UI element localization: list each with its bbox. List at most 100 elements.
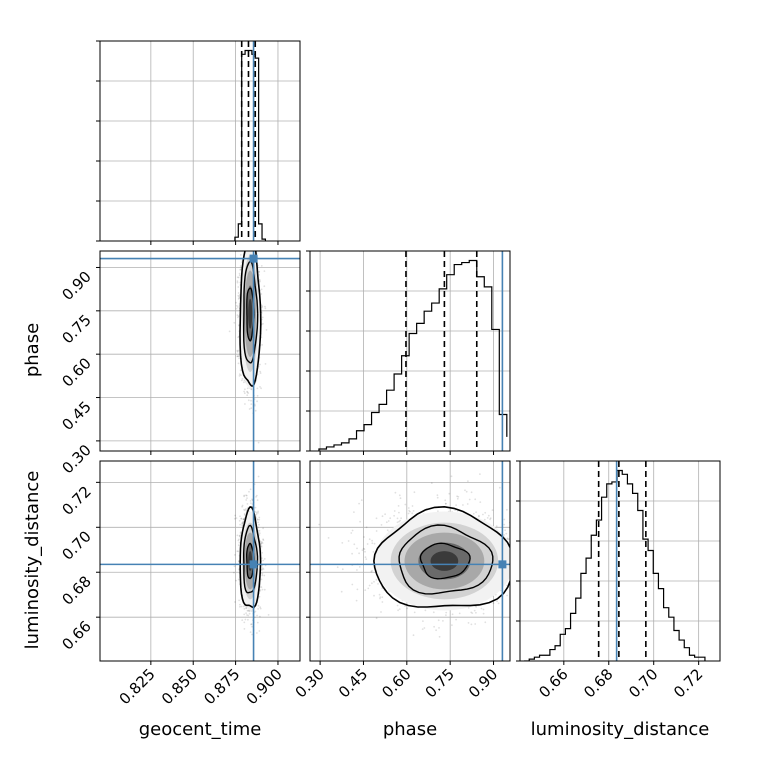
sample-point bbox=[250, 502, 252, 504]
sample-point bbox=[237, 298, 240, 300]
sample-point bbox=[358, 566, 361, 568]
sample-point bbox=[437, 619, 440, 622]
sample-point bbox=[534, 509, 536, 511]
sample-point bbox=[244, 388, 246, 391]
sample-point bbox=[238, 274, 241, 277]
sample-point bbox=[260, 557, 263, 560]
sample-point bbox=[239, 534, 242, 537]
sample-point bbox=[264, 307, 267, 310]
sample-point bbox=[455, 618, 457, 621]
sample-point bbox=[246, 497, 248, 499]
sample-point bbox=[239, 531, 242, 534]
sample-point bbox=[263, 588, 266, 591]
sample-point bbox=[249, 245, 251, 247]
sample-point bbox=[257, 510, 259, 513]
sample-point bbox=[251, 244, 253, 246]
x-tick-label: 0.68 bbox=[580, 665, 616, 701]
sample-point bbox=[448, 492, 451, 495]
sample-point bbox=[474, 498, 477, 501]
sample-point bbox=[257, 604, 260, 607]
sample-point bbox=[250, 399, 252, 402]
sample-point bbox=[351, 552, 353, 555]
sample-point bbox=[241, 505, 244, 508]
sample-point bbox=[261, 574, 264, 577]
x-tick-label: 0.900 bbox=[243, 665, 286, 708]
sample-point bbox=[245, 244, 247, 246]
sample-point bbox=[406, 607, 409, 610]
sample-point bbox=[356, 569, 358, 571]
sample-point bbox=[475, 511, 477, 514]
sample-point bbox=[478, 514, 480, 517]
sample-point bbox=[557, 569, 559, 571]
sample-point bbox=[238, 357, 241, 360]
sample-point bbox=[259, 615, 261, 618]
sample-point bbox=[412, 634, 415, 637]
sample-point bbox=[256, 400, 258, 403]
sample-point bbox=[260, 578, 263, 581]
sample-point bbox=[259, 589, 262, 592]
sample-point bbox=[505, 532, 508, 535]
sample-point bbox=[248, 610, 251, 612]
sample-point bbox=[394, 491, 397, 494]
sample-point bbox=[246, 230, 248, 232]
sample-point bbox=[512, 576, 514, 578]
sample-point bbox=[267, 614, 270, 616]
sample-point bbox=[257, 441, 260, 444]
sample-point bbox=[484, 511, 487, 514]
x-tick-label: 0.60 bbox=[378, 665, 414, 701]
sample-point bbox=[256, 519, 259, 521]
sample-point bbox=[255, 244, 257, 246]
sample-point bbox=[375, 617, 378, 620]
sample-point bbox=[246, 503, 249, 505]
y-tick-label: 0.66 bbox=[58, 617, 94, 653]
sample-point bbox=[396, 517, 399, 520]
sample-point bbox=[512, 550, 514, 552]
sample-point bbox=[263, 270, 266, 272]
contour-line bbox=[373, 505, 510, 608]
sample-point bbox=[248, 490, 250, 493]
sample-point bbox=[375, 517, 378, 520]
sample-point bbox=[262, 527, 264, 530]
sample-point bbox=[511, 579, 513, 581]
sample-point bbox=[255, 511, 258, 514]
sample-point bbox=[254, 506, 257, 509]
sample-point bbox=[256, 387, 259, 390]
sample-point bbox=[237, 539, 240, 542]
contour-line bbox=[239, 505, 262, 609]
sample-point bbox=[381, 601, 384, 603]
sample-point bbox=[513, 493, 515, 495]
sample-point bbox=[236, 349, 239, 352]
sample-point bbox=[243, 379, 246, 382]
sample-point bbox=[233, 234, 235, 236]
sample-point bbox=[531, 532, 533, 534]
sample-point bbox=[238, 599, 241, 602]
sample-point bbox=[262, 559, 265, 562]
sample-point bbox=[261, 572, 264, 575]
sample-point bbox=[467, 607, 470, 609]
sample-point bbox=[254, 510, 256, 513]
sample-point bbox=[237, 286, 240, 288]
sample-point bbox=[470, 491, 473, 494]
sample-point bbox=[237, 276, 240, 279]
sample-point bbox=[244, 508, 247, 511]
y-tick-label: 0.30 bbox=[58, 441, 94, 477]
sample-point bbox=[245, 612, 248, 614]
sample-point bbox=[245, 499, 248, 501]
sample-point bbox=[359, 520, 361, 523]
sample-point bbox=[398, 494, 401, 497]
sample-point bbox=[511, 531, 513, 533]
hist-panel-phase bbox=[306, 250, 511, 455]
sample-point bbox=[479, 501, 482, 503]
sample-point bbox=[238, 538, 240, 541]
sample-point bbox=[233, 321, 236, 324]
sample-point bbox=[254, 404, 256, 407]
sample-point bbox=[467, 622, 470, 624]
sample-point bbox=[251, 243, 253, 245]
sample-point bbox=[255, 496, 257, 498]
sample-point bbox=[341, 542, 344, 544]
sample-point bbox=[370, 570, 373, 573]
histogram-phase bbox=[318, 259, 508, 451]
sample-point bbox=[356, 547, 358, 550]
sample-point bbox=[397, 505, 400, 507]
sample-point bbox=[423, 627, 426, 629]
